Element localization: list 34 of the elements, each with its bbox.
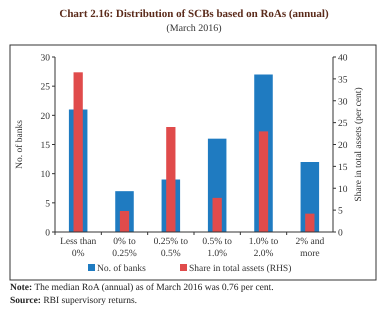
y2-tick-label: 0	[338, 228, 343, 238]
text: Note: The median RoA (annual) as of March 2016 was 0.76 per cent.	[10, 283, 274, 293]
y-tick-label: 15	[40, 141, 50, 151]
y2-tick-label: 10	[338, 184, 348, 195]
x-tick-label: Less than 0%	[60, 237, 96, 259]
y2-axis-title: Share in total assets (per cent)	[354, 87, 364, 202]
x-tick-label: 0.25% to 0.5%	[154, 237, 188, 259]
y-tick-label: 10	[40, 170, 50, 180]
legend-label: Share in total assets (RHS)	[189, 264, 292, 274]
y2-tick-label: 5	[338, 206, 343, 217]
bar	[258, 131, 268, 232]
x-tick-label: 0.5% to 1.0%	[202, 237, 232, 259]
legend-label: No. of banks	[97, 264, 146, 274]
y-tick-label: 30	[40, 54, 50, 64]
y-tick-label: 5	[45, 199, 50, 210]
y2-tick-label: 30	[338, 97, 348, 108]
source-note: Source: RBI supervisory returns.	[10, 296, 138, 306]
x-tick-label: 0% to 0.25%	[112, 237, 137, 259]
y-tick-label: 0	[45, 228, 50, 238]
y2-tick-label: 40	[338, 54, 348, 64]
chart-title: Chart 2.16: Distribution of SCBs based on RoAs (annual)	[59, 8, 329, 20]
y2-tick-label: 35	[338, 75, 348, 86]
chart-subtitle: (March 2016)	[166, 23, 222, 34]
bar	[212, 198, 222, 232]
bar	[305, 214, 314, 232]
bar	[120, 211, 130, 232]
y2-tick-label: 20	[338, 141, 348, 151]
y-tick-label: 25	[40, 82, 50, 93]
x-tick-label: 1.0% to 2.0%	[248, 237, 279, 259]
y-axis-title: No. of banks	[15, 120, 25, 169]
y2-tick-label: 15	[338, 162, 348, 173]
y-tick-label: 20	[40, 112, 50, 122]
y2-tick-label: 25	[338, 119, 348, 130]
x-tick-label: 2% and more	[295, 237, 324, 259]
